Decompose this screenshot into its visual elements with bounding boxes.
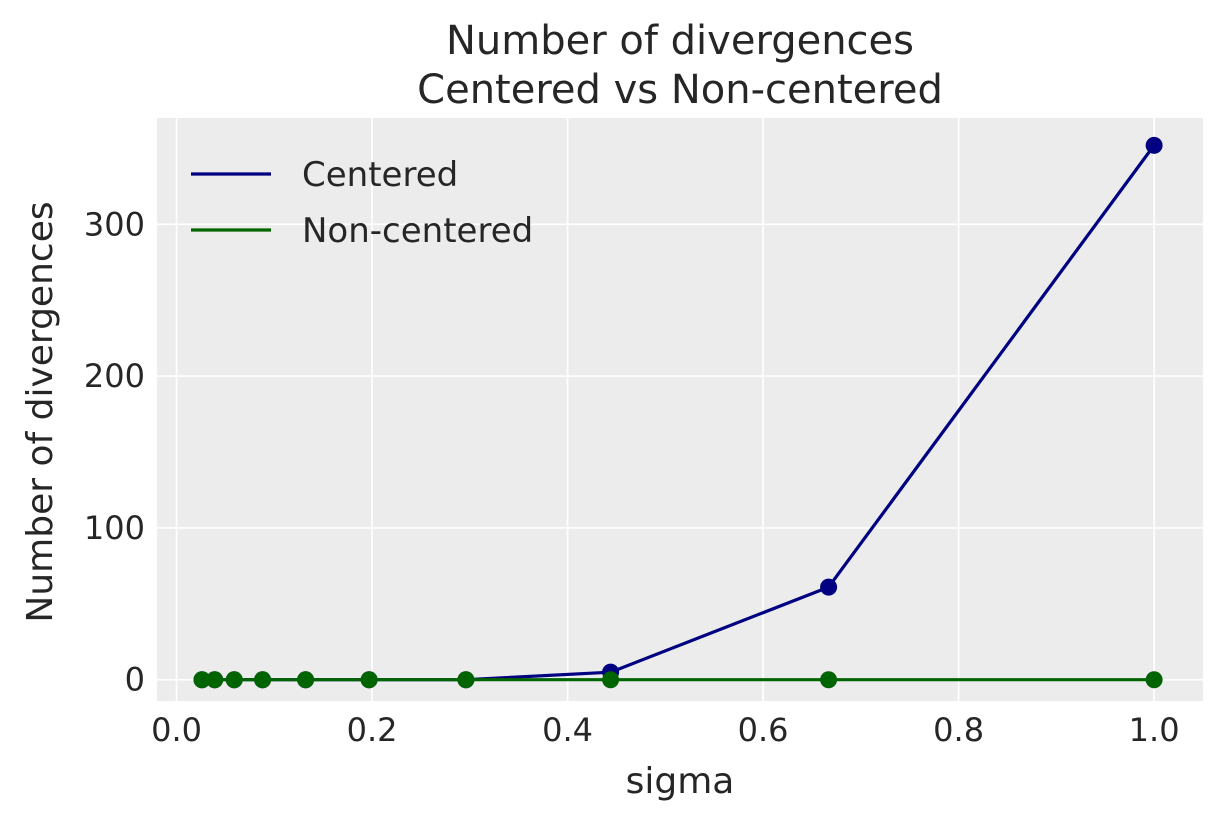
data-point: [457, 671, 475, 689]
data-point: [360, 671, 378, 689]
data-point: [820, 671, 838, 689]
series-non-centered: [193, 671, 1163, 689]
legend-label: Centered: [302, 155, 458, 195]
x-tick-label: 0.2: [347, 711, 398, 749]
y-axis-ticks: 0 100 200 300: [84, 205, 145, 698]
legend-label: Non-centered: [302, 211, 533, 251]
x-tick-label: 0.4: [542, 711, 593, 749]
x-tick-label: 0.8: [933, 711, 984, 749]
y-axis-label: Number of divergences: [20, 201, 61, 622]
data-point: [206, 671, 224, 689]
data-point: [602, 671, 620, 689]
data-point: [225, 671, 243, 689]
x-axis-label: sigma: [626, 761, 735, 802]
y-tick-label: 200: [84, 357, 145, 395]
data-point: [1145, 136, 1163, 154]
x-tick-label: 0.6: [738, 711, 789, 749]
x-tick-label: 1.0: [1129, 711, 1180, 749]
series-layer: [193, 136, 1163, 689]
chart-title: Number of divergences: [446, 18, 914, 64]
data-point: [193, 671, 211, 689]
y-tick-label: 100: [84, 509, 145, 547]
chart-subtitle: Centered vs Non-centered: [417, 67, 943, 113]
plot-area: [157, 118, 1203, 701]
data-point: [820, 578, 838, 596]
legend: Centered Non-centered: [191, 155, 533, 251]
y-tick-label: 300: [84, 205, 145, 243]
y-tick-label: 0: [125, 661, 145, 699]
data-point: [297, 671, 315, 689]
x-tick-label: 0.0: [151, 711, 202, 749]
data-point: [254, 671, 272, 689]
x-axis-ticks: 0.0 0.2 0.4 0.6 0.8 1.0: [151, 711, 1179, 749]
data-point: [1145, 671, 1163, 689]
